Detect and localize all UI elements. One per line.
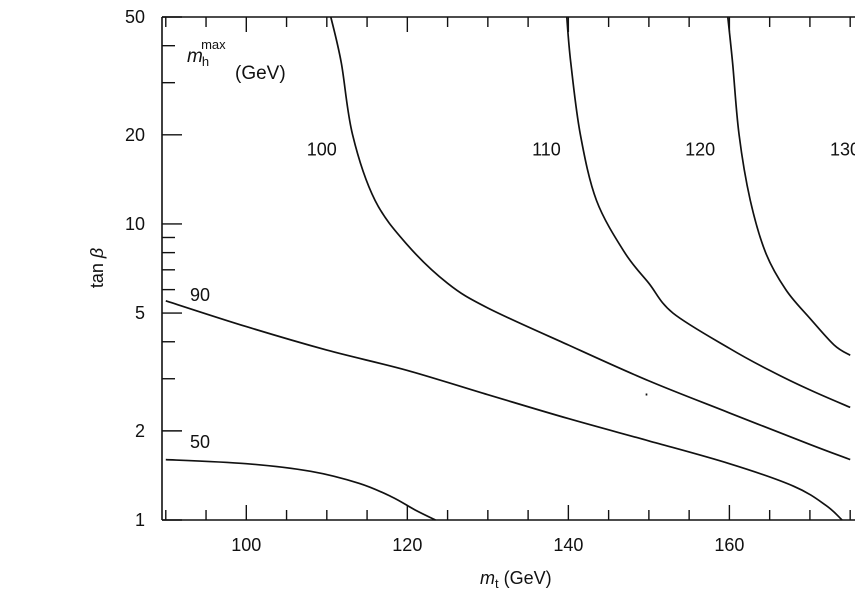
x-tick-label: 160 (714, 535, 744, 555)
contour-label-110: 110 (532, 140, 561, 160)
contour-label-130: 130 (830, 140, 855, 160)
y-tick-label: 2 (135, 421, 145, 441)
y-axis-label: tan β (87, 248, 107, 288)
contour-line-110 (565, 16, 851, 409)
y-axis-text: tan (87, 258, 107, 288)
contour-label-50: 50 (190, 432, 210, 452)
panel-superscript: max (201, 37, 226, 52)
x-axis-label: mt (GeV) (480, 568, 552, 589)
x-axis-subscript: t (495, 576, 499, 589)
y-tick-label: 5 (135, 303, 145, 323)
panel-label: mh max (187, 37, 226, 69)
contour-label-100: 100 (307, 140, 337, 160)
x-axis-symbol: m (480, 568, 495, 588)
panel-symbol: m (187, 46, 203, 67)
contour-line-100 (329, 16, 851, 461)
x-tick-label: 100 (231, 535, 261, 555)
contour-line-120 (726, 16, 851, 357)
y-tick-label: 50 (125, 7, 145, 27)
x-tick-label: 120 (392, 535, 422, 555)
x-axis-unit: (GeV) (499, 568, 552, 588)
x-tick-label: 140 (553, 535, 583, 555)
ticks-layer (162, 16, 851, 521)
labels-layer: 100 120 140 160 1 2 5 10 20 50 50 90 100 110 120 130 · (125, 7, 855, 555)
y-tick-label: 1 (135, 510, 145, 530)
y-axis-symbol: β (87, 248, 107, 259)
contour-label-90: 90 (190, 285, 210, 305)
contour-line-90 (165, 299, 843, 521)
curves-layer (165, 16, 851, 521)
annotation-mark: · (643, 384, 649, 404)
panel-unit-label: (GeV) (235, 63, 286, 84)
contour-label-120: 120 (685, 140, 715, 160)
y-tick-label: 10 (125, 214, 145, 234)
contour-line-50 (165, 458, 436, 521)
y-tick-label: 20 (125, 125, 145, 145)
panel-subscript: h (202, 54, 209, 69)
